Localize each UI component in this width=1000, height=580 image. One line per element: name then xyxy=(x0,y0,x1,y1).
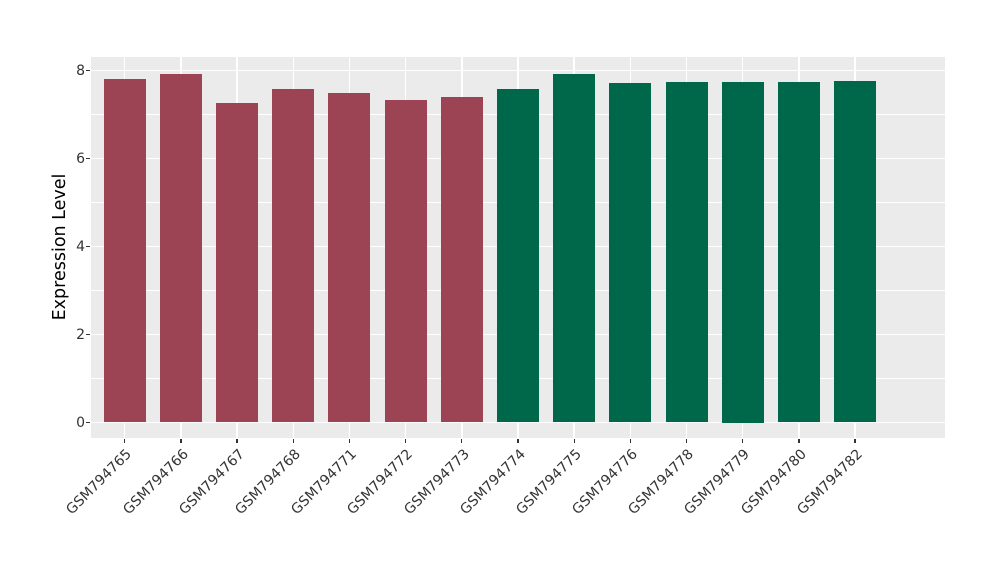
y-tick-mark-2 xyxy=(86,333,90,336)
plot-panel xyxy=(91,57,945,438)
bar-GSM794771 xyxy=(328,92,371,423)
x-tick-mark-GSM794772 xyxy=(404,438,407,443)
y-tick-label-6: 6 xyxy=(76,150,85,167)
y-tick-label-0: 0 xyxy=(76,414,85,431)
x-tick-mark-GSM794782 xyxy=(854,438,856,443)
x-tick-mark-GSM794775 xyxy=(573,438,575,443)
y-tick-label-8: 8 xyxy=(76,62,85,79)
bar-GSM794775 xyxy=(553,74,596,423)
x-tick-mark-GSM794766 xyxy=(180,438,182,443)
y-tick-mark-8 xyxy=(86,69,90,72)
x-tick-mark-GSM794768 xyxy=(292,438,294,443)
x-tick-mark-GSM794778 xyxy=(685,438,688,443)
y-tick-mark-0 xyxy=(86,421,90,424)
x-tick-mark-GSM794767 xyxy=(236,438,238,443)
bar-GSM794767 xyxy=(216,102,259,423)
bar-GSM794766 xyxy=(159,73,202,423)
bar-GSM794779 xyxy=(721,81,764,423)
bar-GSM794772 xyxy=(384,100,427,423)
bar-GSM794780 xyxy=(777,82,820,423)
bar-GSM794776 xyxy=(609,82,652,423)
x-tick-mark-GSM794771 xyxy=(348,438,351,443)
x-tick-mark-GSM794780 xyxy=(798,438,800,443)
x-tick-mark-GSM794779 xyxy=(742,438,744,443)
bar-GSM794768 xyxy=(272,88,315,423)
x-tick-mark-GSM794774 xyxy=(517,438,519,443)
x-tick-mark-GSM794776 xyxy=(629,438,631,443)
bar-GSM794778 xyxy=(665,81,708,423)
bar-GSM794782 xyxy=(834,80,877,423)
x-tick-mark-GSM794773 xyxy=(461,438,463,443)
bar-GSM794774 xyxy=(497,88,539,423)
bar-GSM794773 xyxy=(440,96,483,423)
y-tick-label-4: 4 xyxy=(76,238,85,255)
bar-GSM794765 xyxy=(103,79,146,423)
y-tick-mark-6 xyxy=(86,157,90,160)
x-tick-mark-GSM794765 xyxy=(124,438,126,443)
y-tick-label-2: 2 xyxy=(76,326,85,343)
y-tick-mark-4 xyxy=(86,245,90,248)
